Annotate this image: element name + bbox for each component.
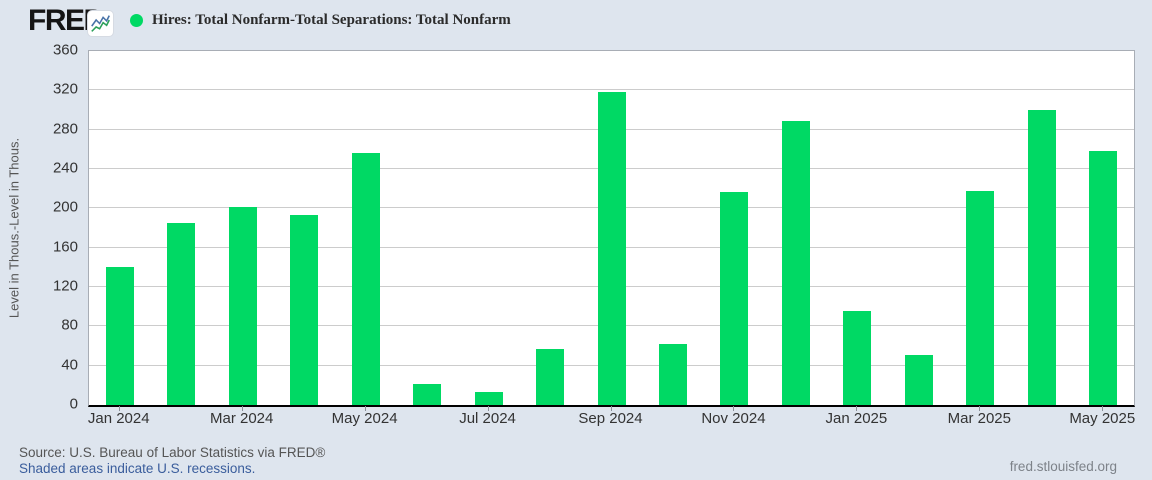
gridline (89, 89, 1134, 91)
x-axis-labels: Jan 2024 Mar 2024 May 2024 Jul 2024 Sep 2024… (87, 410, 1136, 428)
x-axis-tick (241, 406, 243, 411)
bar-oct-2024[interactable] (658, 344, 687, 405)
bar-jul-2024[interactable] (474, 392, 503, 405)
x-axis-tick-label: Sep 2024 (578, 410, 643, 427)
bar-mar-2024[interactable] (228, 207, 257, 405)
bar-may-2025[interactable] (1089, 151, 1118, 405)
bar-mar-2025[interactable] (966, 190, 995, 405)
bar-feb-2024[interactable] (167, 223, 196, 405)
x-axis-tick-label: Mar 2025 (947, 410, 1011, 427)
y-axis-tick-label: 40 (61, 356, 78, 374)
bar-apr-2024[interactable] (290, 215, 319, 405)
fred-site-link[interactable]: fred.stlouisfed.org (1009, 459, 1117, 474)
x-axis-tick (610, 406, 612, 411)
x-axis-tick-label: Mar 2024 (209, 410, 274, 427)
y-axis-labels: 0 40 80 120 160 200 240 280 320 360 (18, 43, 78, 412)
y-axis-tick-label: 360 (52, 41, 78, 59)
x-axis-tick (364, 406, 366, 411)
bar-jun-2024[interactable] (413, 384, 442, 405)
chart-title: Hires: Total Nonfarm-Total Separations: … (152, 12, 511, 28)
x-axis-tick-label: May 2025 (1069, 410, 1136, 427)
bar-jan-2024[interactable] (105, 267, 134, 405)
bar-aug-2024[interactable] (536, 348, 565, 405)
x-axis-tick (979, 406, 981, 411)
plot-area (88, 50, 1135, 407)
bar-feb-2025[interactable] (904, 354, 933, 405)
y-axis-tick-label: 240 (52, 159, 78, 177)
y-axis-tick-label: 280 (52, 120, 78, 138)
y-axis-tick-label: 160 (52, 238, 78, 256)
x-axis-tick-label: Nov 2024 (701, 410, 766, 427)
y-axis-tick-label: 320 (52, 80, 78, 98)
source-text: Source: U.S. Bureau of Labor Statistics … (19, 445, 326, 460)
x-axis-tick (1102, 406, 1104, 411)
y-axis-tick-label: 200 (52, 198, 78, 216)
legend-marker (130, 14, 143, 27)
x-axis-tick-label: Jan 2024 (87, 410, 150, 427)
x-axis-tick (856, 406, 858, 411)
bar-apr-2025[interactable] (1027, 110, 1056, 405)
x-axis-tick (118, 406, 120, 411)
x-axis-tick (487, 406, 489, 411)
x-axis-tick-label: Jan 2025 (825, 410, 888, 427)
x-axis-tick (733, 406, 735, 411)
x-axis-ticks (88, 406, 1133, 412)
bar-may-2024[interactable] (351, 153, 380, 405)
y-axis-tick-label: 120 (52, 277, 78, 295)
bar-dec-2024[interactable] (781, 120, 810, 405)
line-chart-icon (87, 10, 114, 37)
bar-jan-2025[interactable] (843, 310, 872, 405)
x-axis-tick-label: Jul 2024 (459, 410, 516, 427)
bar-sep-2024[interactable] (597, 92, 626, 405)
x-axis-tick-label: May 2024 (331, 410, 398, 427)
y-axis-tick-label: 0 (69, 395, 78, 413)
recessions-link[interactable]: Shaded areas indicate U.S. recessions. (19, 461, 256, 476)
bar-nov-2024[interactable] (720, 191, 749, 405)
y-axis-tick-label: 80 (61, 316, 78, 334)
